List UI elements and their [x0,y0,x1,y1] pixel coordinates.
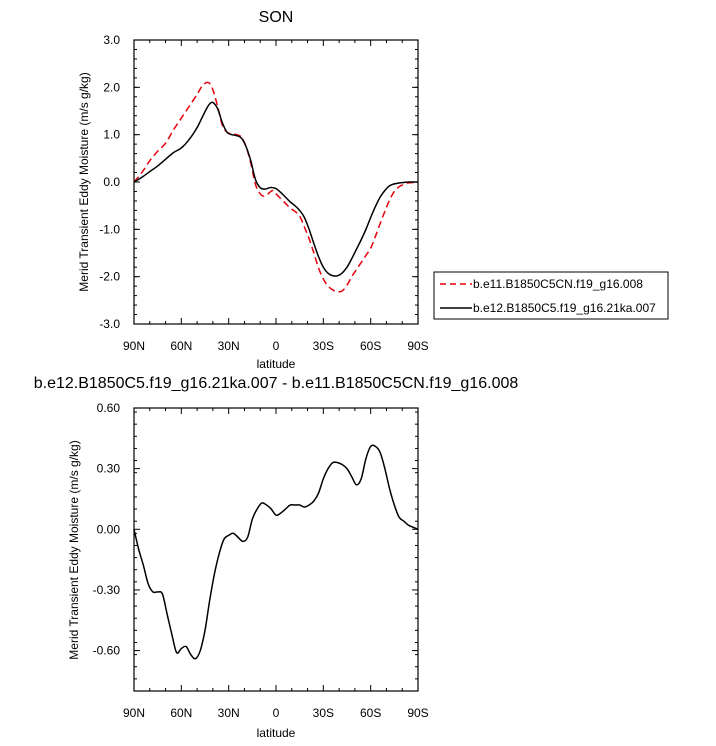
bottom-plot-frame [133,407,419,692]
top-x-tick-label: 30N [218,339,240,353]
top-axis-ticks: 90N 60N 30N 0 30S 60S 90S 3.0 2.0 1.0 0.0 -1.0 -2.0 -… [99,33,428,353]
bottom-y-tick-label: -0.60 [93,644,121,658]
top-x-tick-label: 0 [273,339,280,353]
top-y-axis-title: Merid Transient Eddy Moisture (m/s g/kg) [77,72,91,291]
bottom-panel: b.e12.B1850C5.f19_g16.21ka.007 - b.e11.B… [34,375,519,740]
bottom-axis-ticks: 90N 60N 30N 0 30S 60S 90S 0.60 0.30 0.00 -0.30 -0.6… [93,401,429,720]
legend-label-lgm: b.e12.B1850C5.f19_g16.21ka.007 [473,301,656,315]
top-x-tick-label: 60S [360,339,381,353]
top-series-line-0 [133,81,419,293]
top-x-tick-label: 90N [123,339,145,353]
top-plot-frame [133,39,419,325]
top-y-tick-label: 2.0 [103,80,120,94]
bottom-y-tick-label: 0.00 [97,522,121,536]
bottom-chart-title: b.e12.B1850C5.f19_g16.21ka.007 - b.e11.B… [34,375,519,392]
top-x-tick-label: 30S [313,339,334,353]
top-x-tick-label: 60N [170,339,192,353]
top-chart-title: SON [259,9,294,26]
bottom-x-tick-label: 60S [360,706,381,720]
bottom-x-tick-label: 60N [170,706,192,720]
bottom-x-axis-title: latitude [257,726,296,740]
top-y-tick-label: -2.0 [99,270,120,284]
top-y-tick-label: 1.0 [103,128,120,142]
bottom-x-tick-label: 30S [313,706,334,720]
bottom-series-line-0 [133,444,419,660]
top-y-tick-label: 0.0 [103,175,120,189]
legend-label-control: b.e11.B1850C5CN.f19_g16.008 [473,277,643,291]
bottom-y-tick-label: 0.60 [97,401,121,415]
top-series-lines [133,81,419,293]
top-y-tick-label: 3.0 [103,33,120,47]
bottom-x-tick-label: 30N [218,706,240,720]
top-y-tick-label: -1.0 [99,222,120,236]
bottom-y-tick-label: -0.30 [93,583,121,597]
bottom-x-tick-label: 90S [407,706,428,720]
top-y-tick-label: -3.0 [99,317,120,331]
top-x-tick-label: 90S [407,339,428,353]
bottom-x-tick-label: 90N [123,706,145,720]
legend-box [433,271,669,320]
bottom-x-tick-label: 0 [273,706,280,720]
bottom-y-axis-title: Merid Transient Eddy Moisture (m/s g/kg) [67,440,81,659]
bottom-y-tick-label: 0.30 [97,462,121,476]
top-x-axis-title: latitude [257,357,296,371]
legend: b.e11.B1850C5CN.f19_g16.008 b.e12.B1850C… [433,271,669,320]
top-panel: SON 90N 60N 30N 0 30S 60S 90S 3.0 2.0 1.0 0.0 -1.0 -… [77,9,669,371]
top-series-line-1 [133,101,419,277]
bottom-series-lines [133,444,419,660]
